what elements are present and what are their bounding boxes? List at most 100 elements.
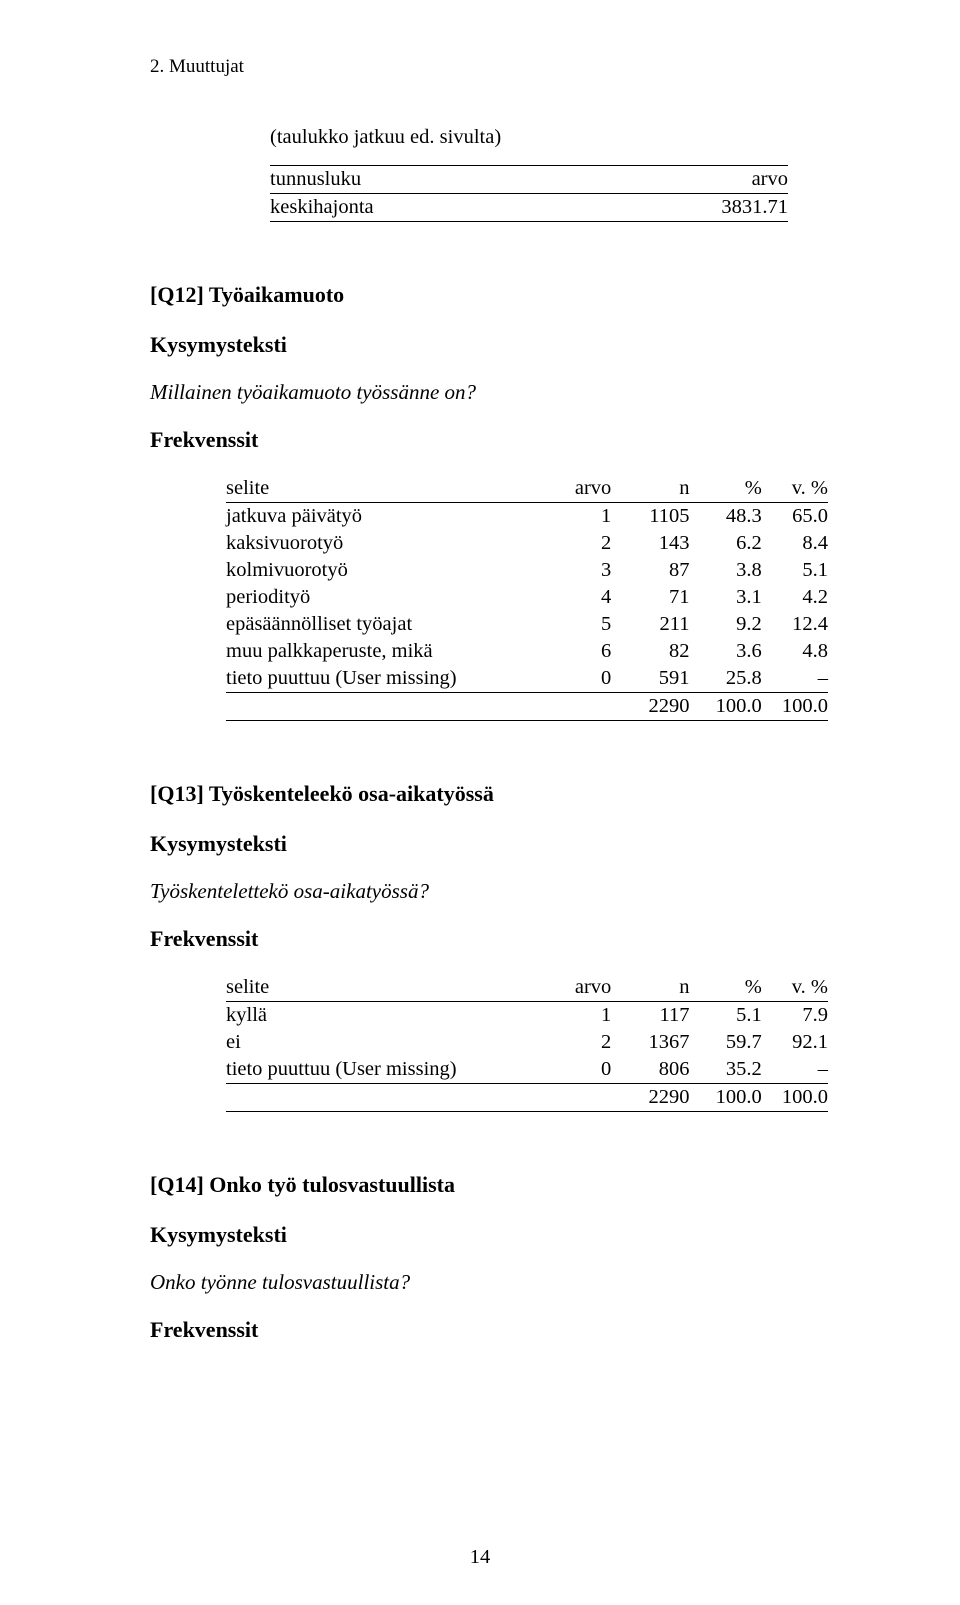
- running-head: 2. Muuttujat: [150, 56, 848, 78]
- cell-n: 1367: [611, 1029, 689, 1056]
- table-row: epäsäännölliset työajat 5 211 9.2 12.4: [226, 611, 828, 638]
- q13-h-pct: %: [690, 974, 762, 1002]
- cell-vpct: –: [762, 665, 828, 693]
- q13-table-wrap: selite arvo n % v. % kyllä 1 117 5.1 7.9…: [226, 974, 828, 1116]
- q12-h-vpct: v. %: [762, 475, 828, 503]
- q13-freq-label: Frekvenssit: [150, 926, 848, 952]
- cell-arvo: 0: [551, 1056, 611, 1084]
- cell-vpct: 12.4: [762, 611, 828, 638]
- table-row: ei 2 1367 59.7 92.1: [226, 1029, 828, 1056]
- cell-selite: jatkuva päivätyö: [226, 503, 551, 531]
- cell-pct: 9.2: [690, 611, 762, 638]
- cell-vpct: 4.8: [762, 638, 828, 665]
- page: 2. Muuttujat (taulukko jatkuu ed. sivult…: [0, 0, 960, 1605]
- cell-n: 806: [611, 1056, 689, 1084]
- page-number: 14: [0, 1546, 960, 1569]
- cell-selite: ei: [226, 1029, 551, 1056]
- q13-h-n: n: [611, 974, 689, 1002]
- cell-n: 87: [611, 557, 689, 584]
- kv-row-value: 3831.71: [585, 194, 788, 222]
- table-row: muu palkkaperuste, mikä 6 82 3.6 4.8: [226, 638, 828, 665]
- cell-total-pct: 100.0: [690, 1084, 762, 1112]
- cell-pct: 3.8: [690, 557, 762, 584]
- table-row: kaksivuorotyö 2 143 6.2 8.4: [226, 530, 828, 557]
- table-row: periodityö 4 71 3.1 4.2: [226, 584, 828, 611]
- cell-selite: muu palkkaperuste, mikä: [226, 638, 551, 665]
- q14-title: [Q14] Onko työ tulosvastuullista: [150, 1172, 848, 1198]
- cell-n: 591: [611, 665, 689, 693]
- cell-n: 117: [611, 1002, 689, 1030]
- cell-total-pct: 100.0: [690, 693, 762, 721]
- cell-arvo: 1: [551, 503, 611, 531]
- cell-n: 1105: [611, 503, 689, 531]
- table-row: jatkuva päivätyö 1 1105 48.3 65.0: [226, 503, 828, 531]
- q13-question: Työskentelettekö osa-aikatyössä?: [150, 879, 848, 904]
- cell-n: 82: [611, 638, 689, 665]
- cell-arvo: 0: [551, 665, 611, 693]
- kv-header-value: arvo: [585, 166, 788, 194]
- cell-vpct: 8.4: [762, 530, 828, 557]
- table-total-row: 2290 100.0 100.0: [226, 1084, 828, 1112]
- cell-pct: 3.6: [690, 638, 762, 665]
- q12-h-pct: %: [690, 475, 762, 503]
- q13-h-selite: selite: [226, 974, 551, 1002]
- cell-vpct: 92.1: [762, 1029, 828, 1056]
- cell-selite: kolmivuorotyö: [226, 557, 551, 584]
- table-row: kolmivuorotyö 3 87 3.8 5.1: [226, 557, 828, 584]
- cell-pct: 35.2: [690, 1056, 762, 1084]
- q14-freq-label: Frekvenssit: [150, 1317, 848, 1343]
- table-row: tieto puuttuu (User missing) 0 806 35.2 …: [226, 1056, 828, 1084]
- cell-total-n: 2290: [611, 1084, 689, 1112]
- q13-h-vpct: v. %: [762, 974, 828, 1002]
- cell-arvo: 5: [551, 611, 611, 638]
- cell-arvo: 1: [551, 1002, 611, 1030]
- q12-h-selite: selite: [226, 475, 551, 503]
- cell-vpct: 4.2: [762, 584, 828, 611]
- cell-arvo: 3: [551, 557, 611, 584]
- q13-title: [Q13] Työskenteleekö osa-aikatyössä: [150, 781, 848, 807]
- cell-total-n: 2290: [611, 693, 689, 721]
- cell-total-vpct: 100.0: [762, 1084, 828, 1112]
- cell-pct: 59.7: [690, 1029, 762, 1056]
- q12-freq-table: selite arvo n % v. % jatkuva päivätyö 1 …: [226, 475, 828, 725]
- table-row: tieto puuttuu (User missing) 0 591 25.8 …: [226, 665, 828, 693]
- q13-kys-label: Kysymysteksti: [150, 831, 848, 857]
- q14-question: Onko työnne tulosvastuullista?: [150, 1270, 848, 1295]
- q12-h-n: n: [611, 475, 689, 503]
- cell-vpct: 5.1: [762, 557, 828, 584]
- cell-pct: 3.1: [690, 584, 762, 611]
- q12-title: [Q12] Työaikamuoto: [150, 282, 848, 308]
- continued-caption: (taulukko jatkuu ed. sivulta): [270, 126, 788, 149]
- cell-pct: 6.2: [690, 530, 762, 557]
- cell-total-vpct: 100.0: [762, 693, 828, 721]
- q13-h-arvo: arvo: [551, 974, 611, 1002]
- q12-table-wrap: selite arvo n % v. % jatkuva päivätyö 1 …: [226, 475, 828, 725]
- table-row: kyllä 1 117 5.1 7.9: [226, 1002, 828, 1030]
- cell-vpct: 7.9: [762, 1002, 828, 1030]
- cell-arvo: 4: [551, 584, 611, 611]
- cell-pct: 5.1: [690, 1002, 762, 1030]
- cell-n: 71: [611, 584, 689, 611]
- q14-kys-label: Kysymysteksti: [150, 1222, 848, 1248]
- kv-row-label: keskihajonta: [270, 194, 585, 222]
- cell-arvo: 6: [551, 638, 611, 665]
- cell-vpct: 65.0: [762, 503, 828, 531]
- q13-freq-table: selite arvo n % v. % kyllä 1 117 5.1 7.9…: [226, 974, 828, 1116]
- continued-table-block: (taulukko jatkuu ed. sivulta) tunnusluku…: [270, 126, 788, 226]
- cell-vpct: –: [762, 1056, 828, 1084]
- table-total-row: 2290 100.0 100.0: [226, 693, 828, 721]
- cell-selite: kaksivuorotyö: [226, 530, 551, 557]
- q12-freq-label: Frekvenssit: [150, 427, 848, 453]
- cell-selite: epäsäännölliset työajat: [226, 611, 551, 638]
- cell-selite: kyllä: [226, 1002, 551, 1030]
- kv-header-label: tunnusluku: [270, 166, 585, 194]
- cell-arvo: 2: [551, 530, 611, 557]
- cell-pct: 48.3: [690, 503, 762, 531]
- q12-question: Millainen työaikamuoto työssänne on?: [150, 380, 848, 405]
- cell-arvo: 2: [551, 1029, 611, 1056]
- cell-selite: periodityö: [226, 584, 551, 611]
- cell-selite: tieto puuttuu (User missing): [226, 665, 551, 693]
- q12-h-arvo: arvo: [551, 475, 611, 503]
- kv-table: tunnusluku arvo keskihajonta 3831.71: [270, 165, 788, 226]
- q12-kys-label: Kysymysteksti: [150, 332, 848, 358]
